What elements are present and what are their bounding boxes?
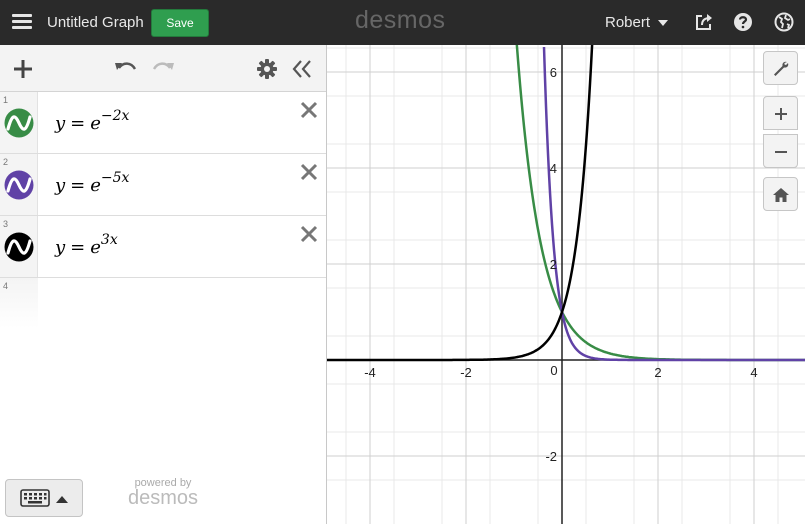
home-icon bbox=[773, 188, 789, 202]
gear-icon[interactable] bbox=[256, 58, 278, 80]
save-button[interactable]: Save bbox=[151, 9, 209, 37]
plus-icon[interactable] bbox=[12, 58, 34, 80]
x-tick-label: -2 bbox=[460, 365, 472, 380]
graph-settings-button[interactable] bbox=[763, 51, 798, 85]
delete-expression-icon[interactable] bbox=[300, 101, 318, 119]
expression-math[interactable]: y = e−2x bbox=[55, 108, 130, 134]
graph-style-icon[interactable] bbox=[4, 170, 34, 200]
y-tick-label: -2 bbox=[545, 449, 557, 464]
expression-number: 4 bbox=[3, 281, 9, 291]
delete-expression-icon[interactable] bbox=[300, 163, 318, 181]
origin-label: 0 bbox=[550, 363, 557, 378]
powered-by-logo: desmos bbox=[127, 487, 199, 509]
powered-by-text: powered by bbox=[134, 477, 192, 489]
expression-gutter: 1 bbox=[0, 92, 38, 153]
user-name: Robert bbox=[605, 14, 651, 31]
redo-icon[interactable] bbox=[151, 59, 175, 79]
expression-row[interactable]: 1 y = e−2x bbox=[0, 92, 326, 154]
user-menu[interactable]: Robert bbox=[605, 14, 669, 31]
graph-style-icon[interactable] bbox=[4, 232, 34, 262]
graph-style-icon[interactable] bbox=[4, 108, 34, 138]
expression-math[interactable]: y = e−5x bbox=[55, 170, 130, 196]
powered-by-desmos[interactable]: powered by desmos bbox=[122, 477, 204, 510]
keyboard-icon bbox=[20, 489, 50, 507]
desmos-logo: desmos bbox=[355, 6, 446, 34]
caret-up-icon bbox=[56, 496, 68, 503]
new-expression-row[interactable]: 4 bbox=[0, 278, 326, 328]
menu-icon[interactable] bbox=[12, 14, 32, 30]
graph-canvas[interactable]: -4 -2 0 2 4 6 4 2 -2 bbox=[327, 45, 805, 524]
y-tick-label: 4 bbox=[550, 161, 557, 176]
share-icon[interactable] bbox=[694, 12, 714, 32]
curve-e-neg2x[interactable] bbox=[515, 45, 805, 362]
y-tick-label: 6 bbox=[550, 65, 557, 80]
zoom-out-button[interactable] bbox=[763, 134, 798, 168]
minor-grid bbox=[327, 45, 805, 524]
expression-list: 1 y = e−2x 2 y = e−5x bbox=[0, 92, 326, 328]
curve-e-3x[interactable] bbox=[327, 45, 594, 362]
zoom-out-icon bbox=[775, 151, 787, 153]
expression-number: 3 bbox=[3, 219, 9, 229]
wrench-icon bbox=[774, 61, 789, 76]
expression-row[interactable]: 2 y = e−5x bbox=[0, 154, 326, 216]
help-icon[interactable] bbox=[733, 12, 753, 32]
x-tick-label: 2 bbox=[654, 365, 661, 380]
delete-expression-icon[interactable] bbox=[300, 225, 318, 243]
expression-row[interactable]: 3 y = e3x bbox=[0, 216, 326, 278]
expression-math[interactable]: y = e3x bbox=[55, 232, 118, 258]
graph-paper[interactable]: -4 -2 0 2 4 6 4 2 -2 bbox=[327, 45, 805, 524]
globe-icon[interactable] bbox=[774, 12, 794, 32]
caret-down-icon bbox=[658, 20, 669, 27]
x-tick-label: -4 bbox=[364, 365, 376, 380]
expression-panel: 1 y = e−2x 2 y = e−5x bbox=[0, 45, 327, 524]
expression-gutter: 4 bbox=[0, 278, 38, 328]
graph-title[interactable]: Untitled Graph bbox=[47, 14, 144, 31]
zoom-in-button[interactable] bbox=[763, 96, 798, 130]
expression-number: 2 bbox=[3, 157, 9, 167]
keyboard-toggle-button[interactable] bbox=[5, 479, 83, 517]
top-bar: Untitled Graph Save desmos Robert bbox=[0, 0, 805, 45]
expression-gutter: 2 bbox=[0, 154, 38, 215]
y-tick-label: 2 bbox=[550, 257, 557, 272]
undo-icon[interactable] bbox=[114, 59, 138, 79]
x-tick-label: 4 bbox=[750, 365, 757, 380]
curve-e-neg5x[interactable] bbox=[542, 46, 805, 362]
zoom-in-icon bbox=[775, 108, 787, 120]
double-chevron-left-icon[interactable] bbox=[291, 59, 313, 79]
expression-number: 1 bbox=[3, 95, 9, 105]
expression-toolbar bbox=[0, 45, 326, 92]
expression-gutter: 3 bbox=[0, 216, 38, 277]
major-grid bbox=[327, 45, 805, 524]
default-viewport-button[interactable] bbox=[763, 177, 798, 211]
